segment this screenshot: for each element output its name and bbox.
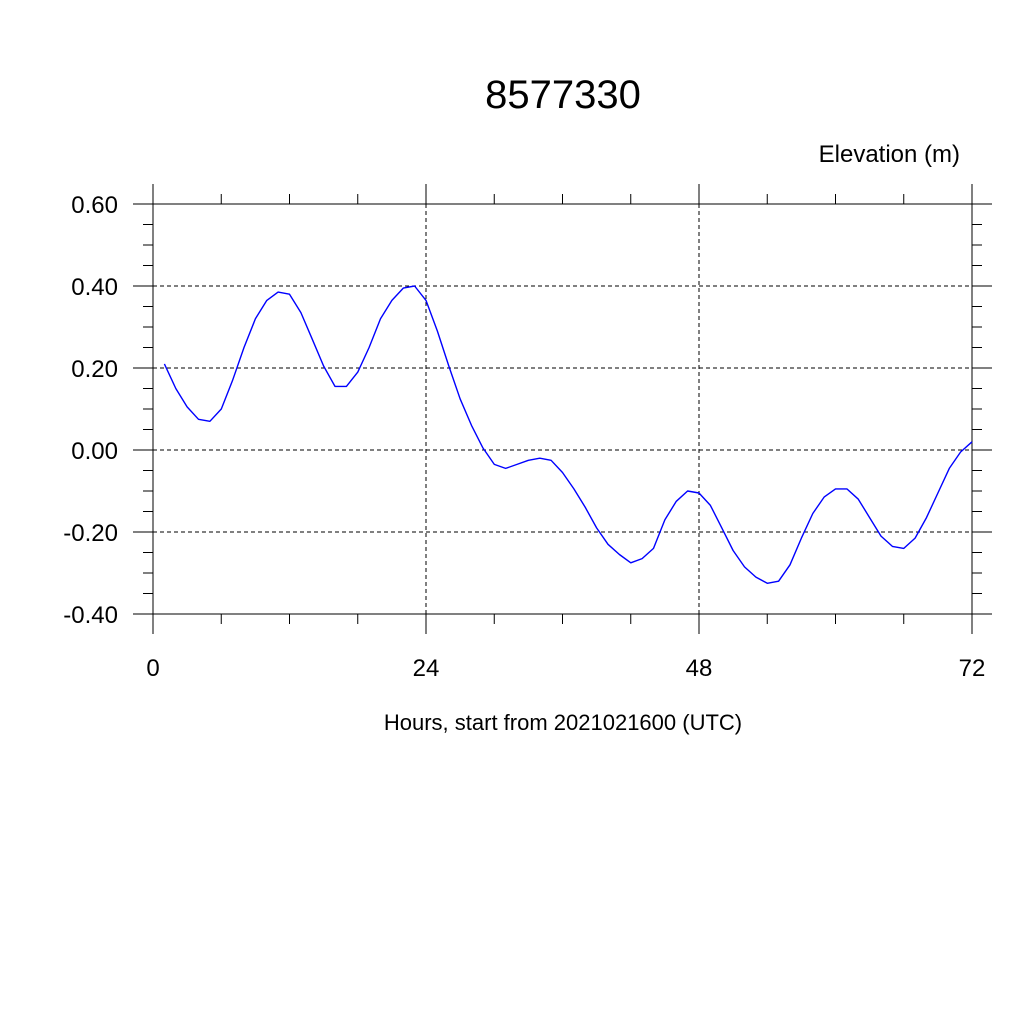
y-tick-label: -0.20 [63, 520, 118, 547]
tick-labels: 0 24 48 72 -0.40 -0.20 0.00 0.20 0.40 0.60 [63, 192, 985, 682]
chart-title: 8577330 [485, 73, 641, 117]
grid-lines [153, 203, 972, 615]
y-tick-label: -0.40 [63, 602, 118, 629]
y-tick-label: 0.40 [71, 274, 118, 301]
series-layer [163, 285, 973, 584]
y-tick-label: 0.60 [71, 192, 118, 219]
y-tick-label: 0.20 [71, 356, 118, 383]
x-tick-label: 72 [959, 655, 986, 682]
x-tick-label: 48 [686, 655, 713, 682]
x-axis-label: Hours, start from 2021021600 (UTC) [384, 710, 742, 735]
x-tick-label: 24 [413, 655, 440, 682]
elevation-series-line [163, 285, 973, 584]
y-tick-label: 0.00 [71, 438, 118, 465]
x-tick-label: 0 [146, 655, 159, 682]
axes [133, 184, 992, 634]
y-axis-label: Elevation (m) [819, 141, 960, 168]
